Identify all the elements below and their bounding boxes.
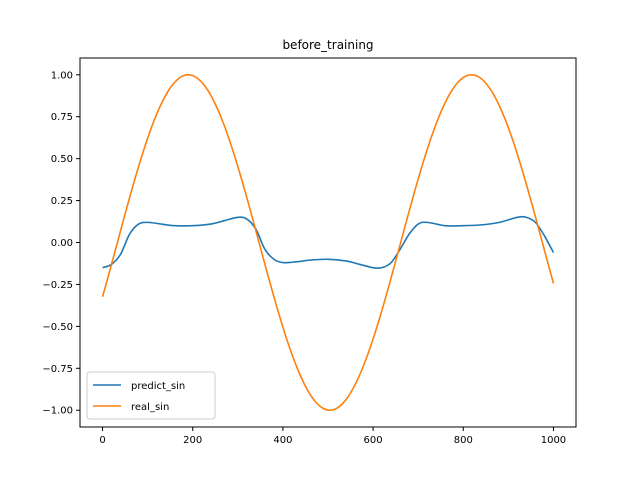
y-tick-label: 0.75 — [51, 112, 73, 123]
y-tick-label: −0.25 — [42, 280, 73, 291]
y-tick-label: 0.50 — [51, 154, 73, 165]
series-line-real-sin — [101, 73, 555, 412]
y-tick-label: 0.25 — [51, 196, 73, 207]
x-tick-label: 400 — [273, 435, 292, 446]
y-tick-label: −1.00 — [42, 406, 73, 417]
series-layer — [101, 73, 555, 412]
x-tick-label: 800 — [454, 435, 473, 446]
chart-title: before_training — [282, 38, 373, 52]
legend-label-predict-sin: predict_sin — [131, 381, 185, 392]
x-tick-label: 600 — [364, 435, 383, 446]
x-axis: 0 200 400 600 800 1000 — [99, 427, 566, 446]
legend-box — [86, 371, 216, 420]
legend: predict_sin real_sin — [86, 371, 216, 420]
x-tick-label: 0 — [99, 435, 105, 446]
y-tick-label: 1.00 — [51, 70, 73, 81]
y-tick-label: −0.75 — [42, 364, 73, 375]
series-line-predict-sin — [102, 215, 555, 269]
x-tick-label: 200 — [183, 435, 202, 446]
y-tick-label: −0.50 — [42, 322, 73, 333]
y-axis: −1.00 −0.75 −0.50 −0.25 0.00 0.25 0.50 0.75 1.00 — [42, 70, 80, 417]
y-tick-label: 0.00 — [51, 238, 73, 249]
legend-label-real-sin: real_sin — [131, 402, 169, 413]
x-tick-label: 1000 — [541, 435, 566, 446]
